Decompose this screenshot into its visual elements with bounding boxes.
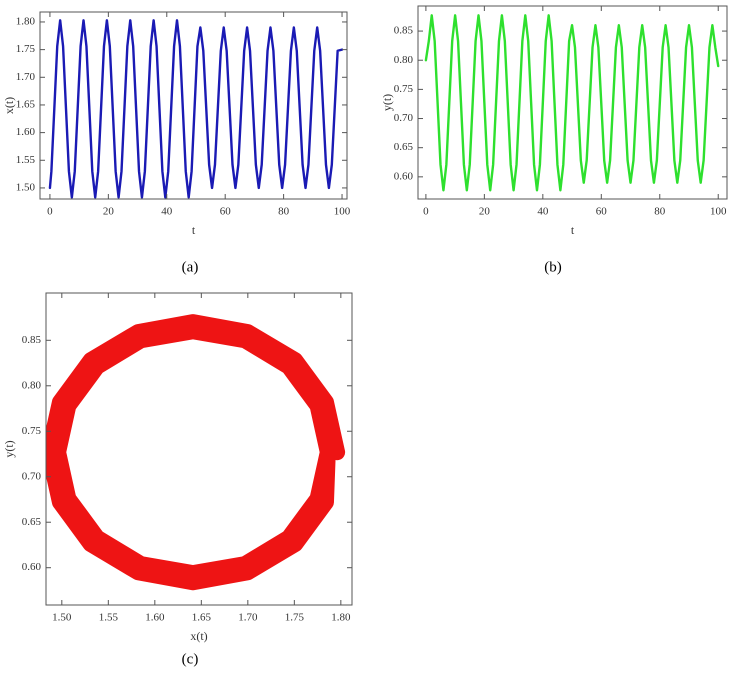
- y-axis-label: x(t): [2, 97, 16, 114]
- x-tick-label: 100: [710, 206, 727, 218]
- x-tick-label: 60: [596, 206, 608, 218]
- y-tick-label: 1.65: [16, 98, 36, 110]
- y-tick-label: 1.70: [16, 71, 36, 83]
- data-line: [424, 14, 720, 192]
- x-tick-label: 1.75: [285, 612, 305, 624]
- x-axis-label: t: [571, 223, 575, 237]
- y-tick-label: 0.70: [394, 112, 414, 124]
- x-tick-label: 1.60: [145, 612, 165, 624]
- y-tick-label: 1.80: [16, 15, 36, 27]
- x-tick-label: 40: [537, 206, 549, 218]
- plot-frame: [417, 5, 728, 200]
- y-tick-label: 0.80: [394, 54, 414, 66]
- x-tick-label: 40: [161, 206, 173, 218]
- x-tick-label: 60: [220, 206, 232, 218]
- x-axis-label: t: [192, 223, 196, 237]
- y-tick-label: 1.55: [16, 154, 36, 166]
- y-axis-label: y(t): [380, 94, 394, 111]
- y-tick-label: 0.75: [22, 425, 42, 437]
- y-tick-label: 0.65: [394, 141, 414, 153]
- x-tick-label: 80: [654, 206, 666, 218]
- caption: (b): [544, 259, 562, 275]
- y-tick-label: 0.60: [394, 170, 414, 182]
- data-line: [48, 19, 344, 199]
- plot-frame: [45, 292, 353, 606]
- data-line: [46, 314, 346, 591]
- y-tick-label: 0.70: [22, 470, 42, 482]
- x-tick-label: 1.55: [99, 612, 119, 624]
- x-tick-label: 80: [278, 206, 290, 218]
- x-axis-label: x(t): [190, 629, 207, 643]
- caption: (c): [182, 651, 199, 667]
- plot-frame: [39, 11, 348, 200]
- caption: (a): [182, 259, 199, 275]
- y-tick-label: 1.60: [16, 126, 36, 138]
- x-tick-label: 100: [334, 206, 351, 218]
- y-axis-label: y(t): [2, 440, 16, 457]
- x-tick-label: 1.65: [192, 612, 212, 624]
- y-tick-label: 1.75: [16, 43, 36, 55]
- x-tick-label: 0: [423, 206, 429, 218]
- x-tick-label: 20: [479, 206, 491, 218]
- x-tick-label: 1.70: [238, 612, 258, 624]
- y-tick-label: 0.85: [22, 334, 42, 346]
- y-tick-label: 0.65: [22, 516, 42, 528]
- y-tick-label: 1.50: [16, 181, 36, 193]
- x-tick-label: 1.50: [52, 612, 72, 624]
- y-tick-label: 0.75: [394, 83, 414, 95]
- y-tick-label: 0.60: [22, 561, 42, 573]
- y-tick-label: 0.80: [22, 379, 42, 391]
- x-tick-label: 20: [103, 206, 115, 218]
- y-tick-label: 0.85: [394, 25, 414, 37]
- x-tick-label: 1.80: [331, 612, 351, 624]
- x-tick-label: 0: [47, 206, 53, 218]
